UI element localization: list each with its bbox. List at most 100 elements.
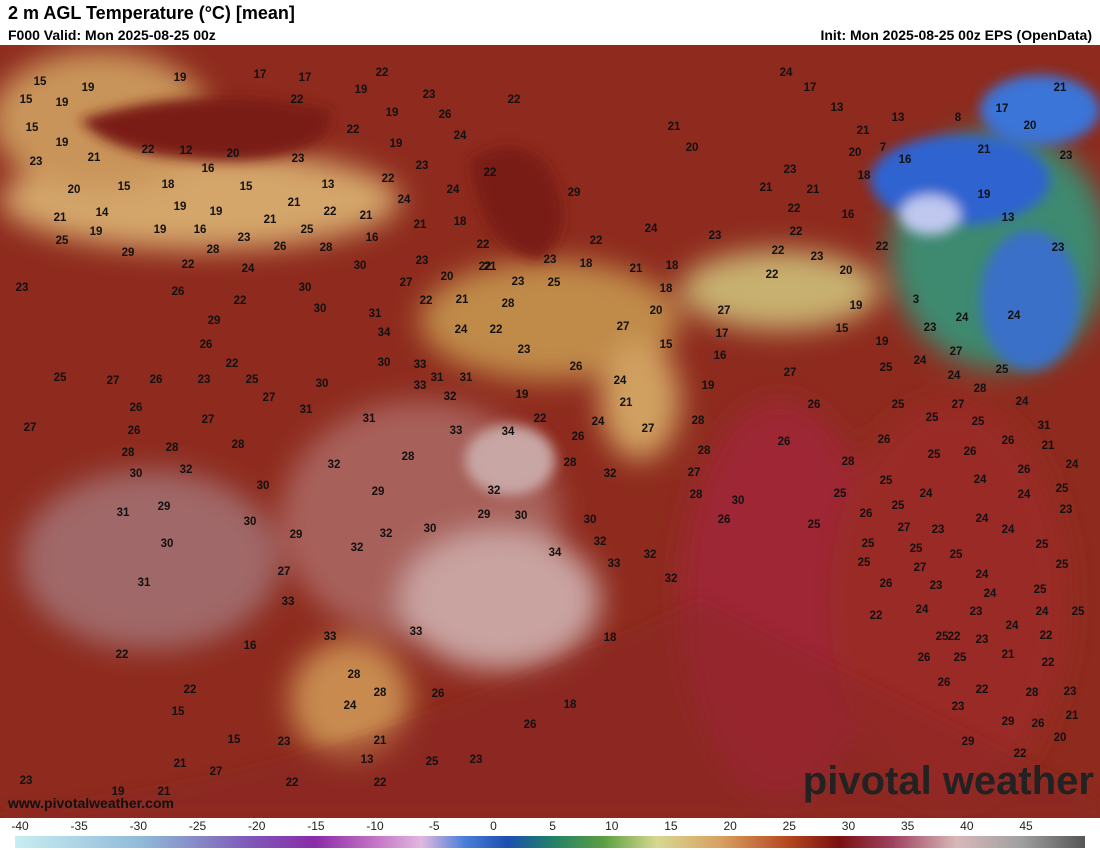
temperature-label: 25 (926, 412, 939, 424)
temperature-label: 32 (180, 464, 193, 476)
temperature-label: 29 (372, 486, 385, 498)
temperature-label: 30 (584, 514, 597, 526)
temperature-label: 26 (778, 436, 791, 448)
temperature-label: 21 (264, 214, 277, 226)
temperature-label: 29 (208, 315, 221, 327)
colorbar-tick-label: -25 (189, 819, 207, 833)
temperature-label: 18 (858, 170, 871, 182)
temperature-label: 28 (207, 244, 220, 256)
temperature-label: 29 (290, 529, 303, 541)
temperature-label: 32 (594, 536, 607, 548)
temperature-label: 22 (876, 241, 889, 253)
title: 2 m AGL Temperature (°C) [mean] (8, 3, 295, 23)
temperature-label: 24 (645, 223, 658, 235)
watermark: www.pivotalweather.com (7, 795, 174, 811)
temperature-label: 15 (34, 76, 47, 88)
temperature-label: 15 (228, 734, 241, 746)
colorbar-tick-label: 10 (605, 819, 619, 833)
colorbar-tick-label: 20 (723, 819, 737, 833)
temperature-label: 22 (772, 245, 785, 257)
temperature-label: 16 (194, 224, 207, 236)
temperature-label: 22 (948, 631, 961, 643)
temperature-label: 28 (842, 456, 855, 468)
temperature-label: 13 (322, 179, 335, 191)
temperature-label: 25 (301, 224, 314, 236)
temperature-label: 29 (962, 736, 975, 748)
temperature-label: 13 (1002, 212, 1015, 224)
temperature-label: 25 (910, 543, 923, 555)
temperature-label: 23 (198, 374, 211, 386)
temperature-label: 24 (1002, 524, 1015, 536)
temperature-label: 26 (570, 361, 583, 373)
temperature-label: 13 (831, 102, 844, 114)
colorbar-tick-label: -15 (307, 819, 325, 833)
temperature-label: 28 (402, 451, 415, 463)
temperature-label: 23 (1060, 150, 1073, 162)
temperature-label: 20 (849, 147, 862, 159)
temperature-label: 22 (590, 235, 603, 247)
temperature-label: 22 (1042, 657, 1055, 669)
temperature-label: 24 (614, 375, 627, 387)
temperature-label: 19 (174, 72, 187, 84)
temperature-label: 28 (502, 298, 515, 310)
temperature-label: 19 (174, 201, 187, 213)
temperature-label: 30 (354, 260, 367, 272)
temperature-label: 24 (455, 324, 468, 336)
temperature-label: 20 (686, 142, 699, 154)
temperature-label: 20 (441, 271, 454, 283)
temperature-label: 21 (1042, 440, 1055, 452)
temperature-label: 22 (374, 777, 387, 789)
temperature-label: 23 (932, 524, 945, 536)
temperature-label: 27 (718, 305, 731, 317)
temperature-label: 23 (952, 701, 965, 713)
colorbar-tick-label: 5 (549, 819, 556, 833)
temperature-label: 24 (447, 184, 460, 196)
temperature-label: 21 (978, 144, 991, 156)
temperature-label: 7 (880, 142, 886, 154)
temperature-label: 26 (150, 374, 163, 386)
temperature-label: 26 (938, 677, 951, 689)
temperature-label: 25 (834, 488, 847, 500)
temperature-label: 28 (320, 242, 333, 254)
temperature-label: 34 (378, 327, 391, 339)
temperature-label: 16 (244, 640, 257, 652)
temperature-label: 31 (431, 372, 444, 384)
temperature-label: 21 (158, 786, 171, 798)
colorbar-tick-label: -30 (130, 819, 148, 833)
temperature-label: 24 (242, 263, 255, 275)
temperature-label: 15 (660, 339, 673, 351)
temperature-label: 25 (548, 277, 561, 289)
temperature-label: 21 (857, 125, 870, 137)
colorbar-tick-label: -40 (11, 819, 29, 833)
temperature-label: 30 (316, 378, 329, 390)
temperature-label: 15 (172, 706, 185, 718)
temperature-label: 22 (142, 144, 155, 156)
temperature-label: 31 (363, 413, 376, 425)
temperature-label: 30 (424, 523, 437, 535)
temperature-label: 18 (162, 179, 175, 191)
temperature-label: 30 (515, 510, 528, 522)
temperature-label: 22 (347, 124, 360, 136)
temperature-label: 25 (858, 557, 871, 569)
temperature-label: 23 (544, 254, 557, 266)
temperature-label: 31 (460, 372, 473, 384)
temperature-label: 26 (432, 688, 445, 700)
temperature-label: 23 (278, 736, 291, 748)
temperature-label: 15 (20, 94, 33, 106)
colorbar-tick-label: 30 (842, 819, 856, 833)
colorbar-tick-label: -5 (429, 819, 440, 833)
temperature-label: 24 (1006, 620, 1019, 632)
temperature-label: 26 (860, 508, 873, 520)
temperature-label: 24 (984, 588, 997, 600)
logo: pivotal weather (803, 759, 1094, 803)
valid-time: F000 Valid: Mon 2025-08-25 00z (8, 27, 216, 43)
temperature-label: 22 (324, 206, 337, 218)
temperature-label: 28 (374, 687, 387, 699)
temperature-label: 16 (714, 350, 727, 362)
temperature-label: 21 (54, 212, 67, 224)
temperature-label: 25 (808, 519, 821, 531)
temperature-label: 23 (292, 153, 305, 165)
temperature-label: 27 (914, 562, 927, 574)
temperature-label: 26 (172, 286, 185, 298)
temperature-label: 17 (804, 82, 817, 94)
